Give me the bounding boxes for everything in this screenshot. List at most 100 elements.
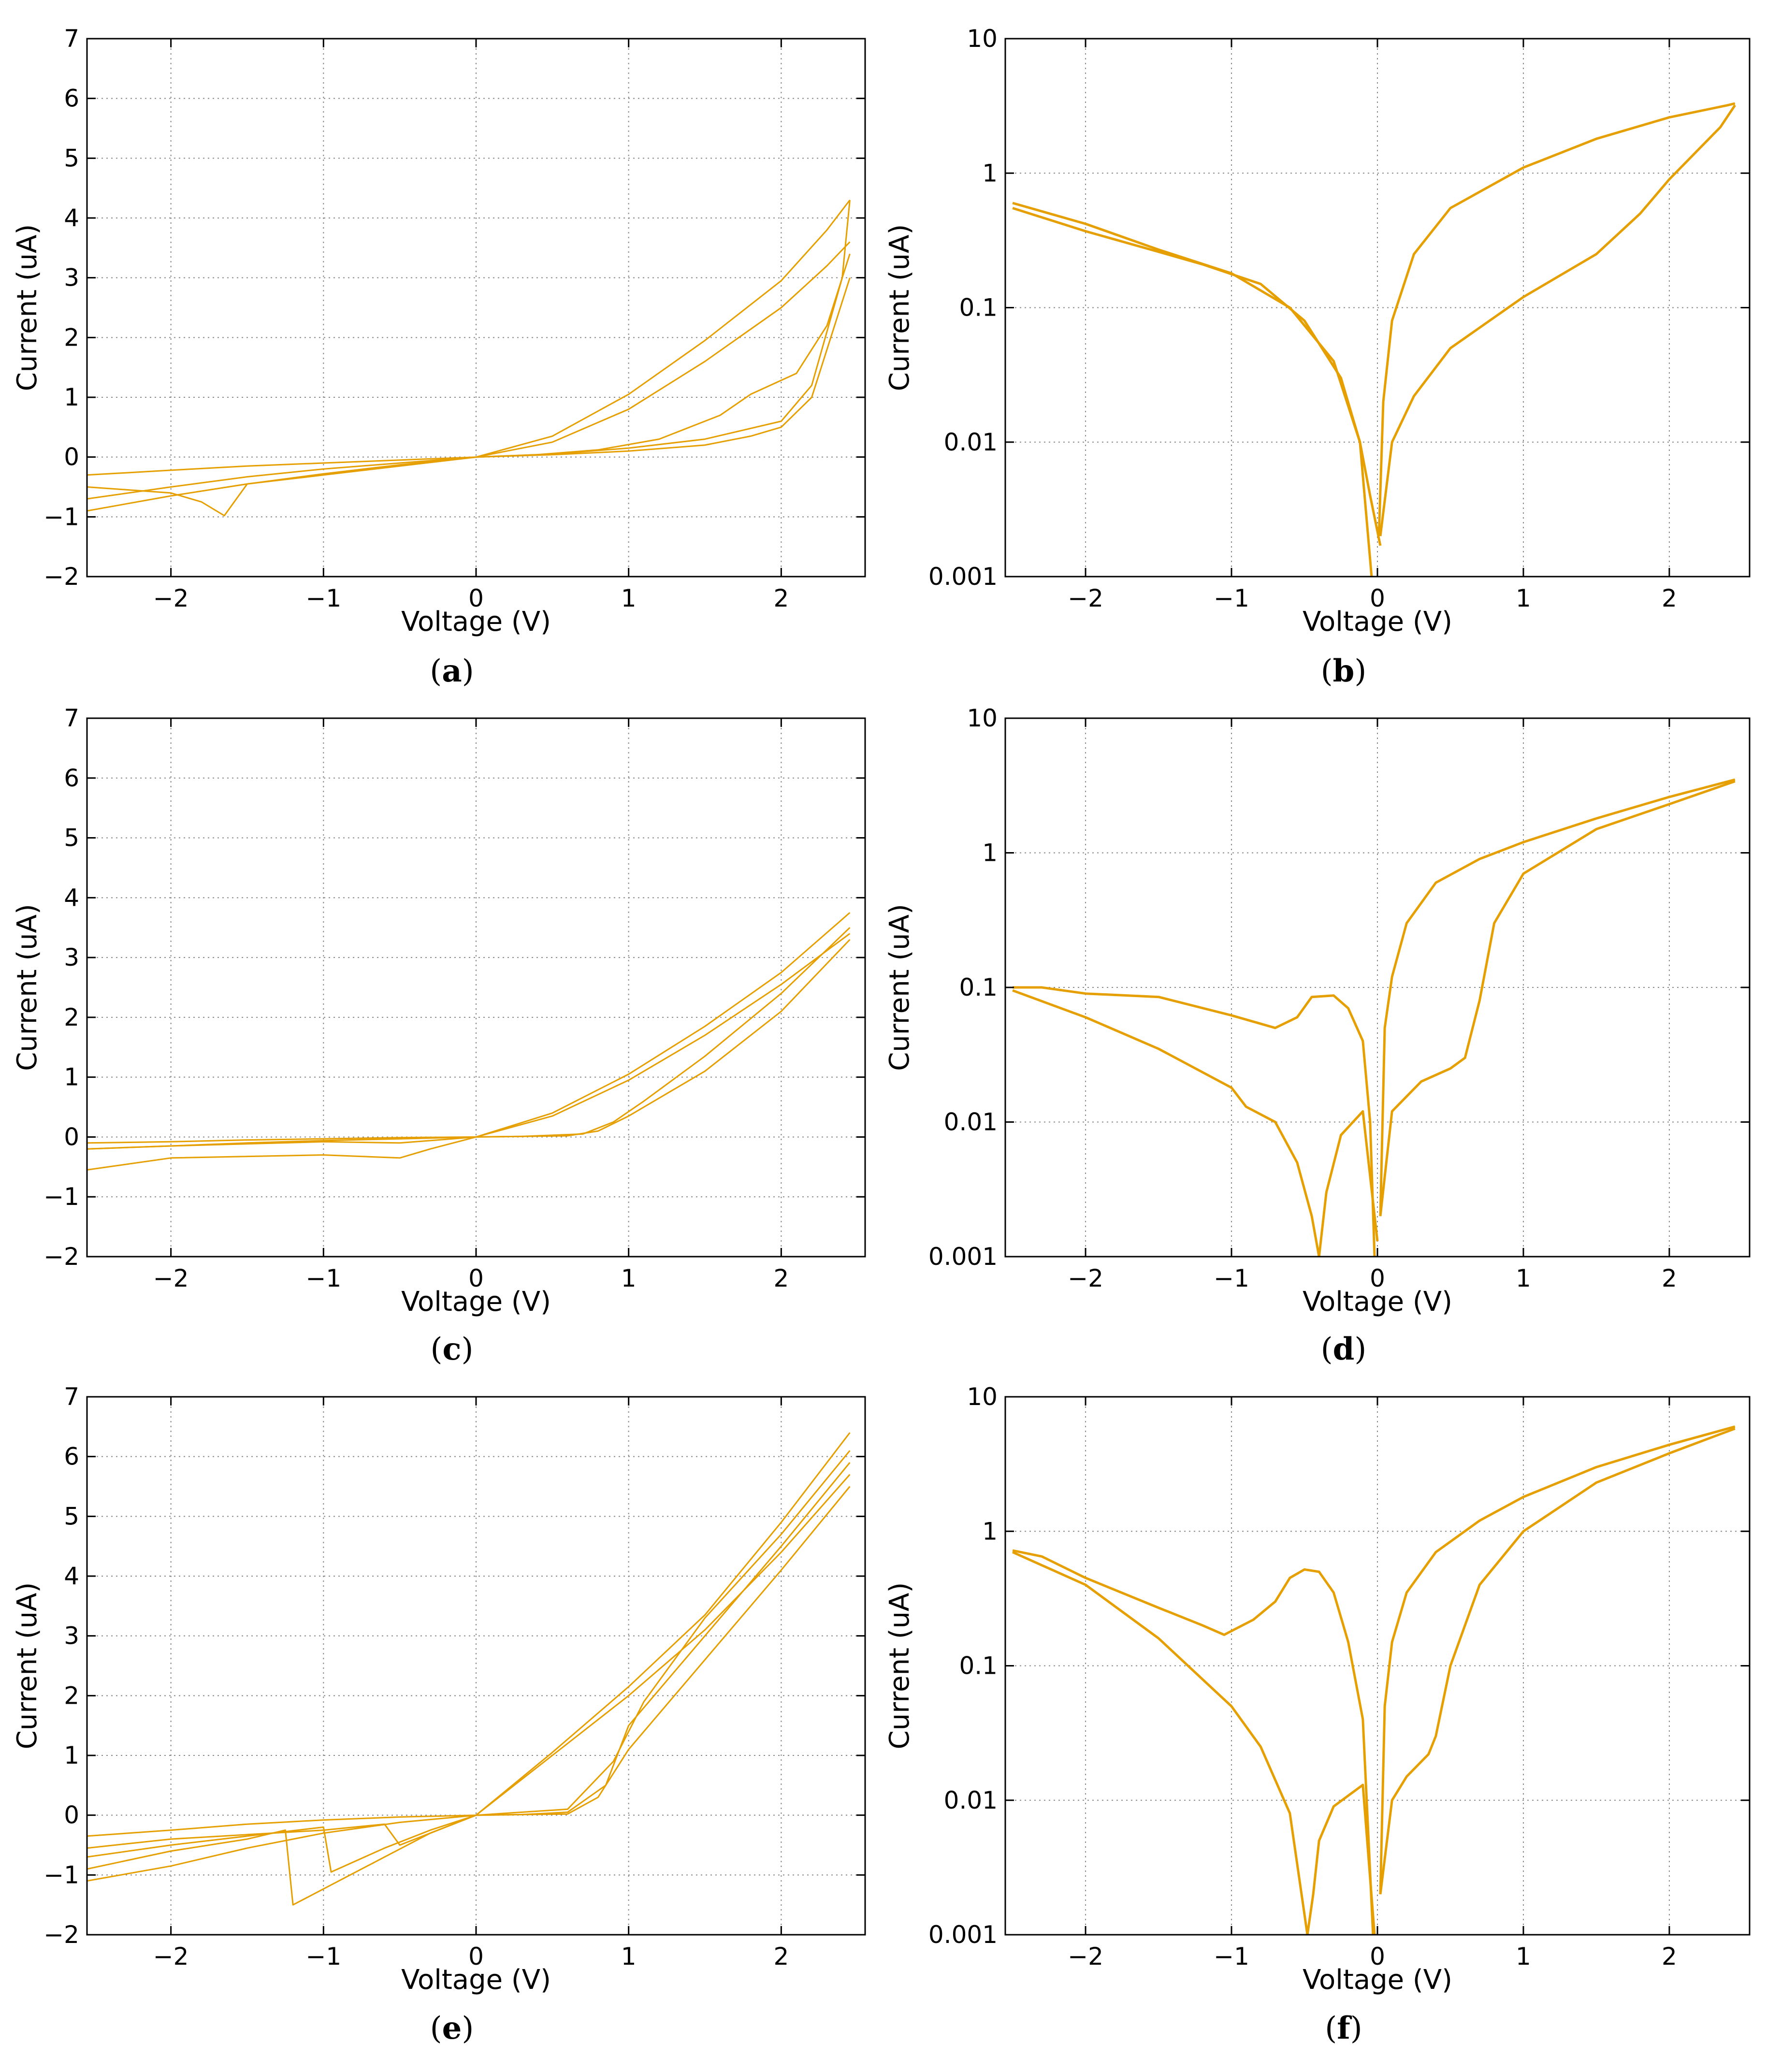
- x-axis-label: Voltage (V): [401, 1964, 551, 1996]
- y-tick-label: 0.01: [944, 1786, 998, 1814]
- x-tick-label: 2: [773, 1942, 789, 1971]
- series-line-4: [1379, 780, 1736, 1217]
- series-line-3: [1379, 778, 1736, 1217]
- y-tick-label: 4: [64, 1562, 79, 1590]
- series-line-1: [1012, 202, 1373, 577]
- y-tick-label: 5: [64, 1502, 79, 1530]
- x-tick-label: 0: [1370, 584, 1385, 612]
- y-tick-label: 1: [982, 1517, 998, 1545]
- y-tick-label: 0.1: [959, 973, 998, 1001]
- y-tick-label: −2: [43, 563, 79, 591]
- x-tick-label: 0: [468, 584, 484, 612]
- x-tick-label: 1: [621, 584, 637, 612]
- panel-caption: (e): [430, 2010, 474, 2046]
- x-tick-label: 1: [621, 1942, 637, 1971]
- y-tick-label: −1: [43, 503, 79, 531]
- x-tick-label: 0: [1370, 1264, 1385, 1292]
- panel-d: −2 −1 0 1 2 0.001 0.01 0.1 1 10 Voltage (V) Current…: [884, 704, 1751, 1367]
- y-tick-label: 5: [64, 144, 79, 172]
- series-line-3: [1379, 1425, 1736, 1895]
- plot-frame: [86, 38, 866, 578]
- series-line-4: [1379, 1427, 1736, 1895]
- y-tick-label: 0.001: [928, 563, 998, 591]
- panel-e: −2 −1 0 1 2 −2 −1 0 1 2 3 4 5 6 7 Voltage (V) Current (u…: [12, 1383, 866, 2046]
- series-line-1: [1013, 986, 1376, 1257]
- y-tick-label: 1: [982, 839, 998, 867]
- y-tick-label: 7: [64, 1383, 79, 1411]
- series-line-1: [87, 1432, 851, 1882]
- y-tick-label: 3: [64, 943, 79, 971]
- x-tick-label: −2: [1068, 1942, 1103, 1971]
- x-tick-label: 1: [1516, 1942, 1531, 1971]
- y-tick-label: 3: [64, 264, 79, 292]
- y-tick-label: 7: [64, 704, 79, 732]
- y-tick-label: 2: [64, 1681, 79, 1710]
- x-axis-label: Voltage (V): [1303, 1286, 1452, 1318]
- y-tick-label: 10: [967, 704, 998, 732]
- series-line-3: [1377, 102, 1736, 536]
- y-axis-label: Current (uA): [884, 904, 915, 1071]
- y-tick-label: 0: [64, 1123, 79, 1151]
- x-tick-label: −1: [305, 1264, 341, 1292]
- y-tick-label: 0: [64, 1801, 79, 1829]
- y-tick-label: 3: [64, 1622, 79, 1650]
- plot-frame: [86, 717, 866, 1258]
- x-axis-label: Voltage (V): [1303, 1964, 1452, 1996]
- series-group: [87, 912, 851, 1171]
- series-group: [87, 1432, 851, 1906]
- y-tick-label: 0.001: [928, 1921, 998, 1949]
- y-tick-label: 5: [64, 824, 79, 852]
- panel-b: −2 −1 0 1 2 0.001 0.01 0.1 1 10 Voltage (V) Current…: [884, 25, 1751, 689]
- x-tick-label: −2: [153, 1942, 189, 1971]
- y-axis-label: Current (uA): [12, 1582, 43, 1750]
- panel-c: −2 −1 0 1 2 −2 −1 0 1 2 3 4 5 6 7 Voltage (V) Current (u…: [12, 704, 866, 1367]
- panel-caption: (d): [1321, 1331, 1367, 1367]
- y-tick-label: 2: [64, 1003, 79, 1031]
- y-tick-label: 1: [64, 1741, 79, 1769]
- series-line-5: [87, 1450, 851, 1849]
- y-tick-label: 1: [64, 383, 79, 411]
- y-tick-label: 2: [64, 323, 79, 351]
- x-tick-label: 0: [468, 1264, 484, 1292]
- series-group: [87, 199, 851, 517]
- panel-caption: (a): [430, 653, 474, 689]
- series-group: [1012, 102, 1736, 577]
- y-tick-label: 0.01: [944, 428, 998, 456]
- series-line-5: [87, 277, 851, 517]
- x-tick-label: −2: [153, 1264, 189, 1292]
- series-group: [1012, 1425, 1736, 1935]
- series-line-2: [87, 1474, 851, 1837]
- series-line-4: [1379, 104, 1736, 536]
- panel-caption: (c): [431, 1331, 474, 1367]
- y-tick-label: −2: [43, 1921, 79, 1949]
- x-tick-label: −2: [153, 584, 189, 612]
- x-tick-label: −1: [1214, 584, 1249, 612]
- x-tick-label: 0: [1370, 1942, 1385, 1971]
- y-axis-label: Current (uA): [12, 224, 43, 391]
- y-tick-label: 0.01: [944, 1108, 998, 1136]
- series-line-2: [1012, 989, 1379, 1257]
- y-tick-label: 6: [64, 1443, 79, 1471]
- x-tick-label: 2: [1662, 584, 1677, 612]
- x-tick-label: −1: [305, 584, 341, 612]
- series-line-2: [1012, 1551, 1376, 1935]
- series-line-1: [87, 199, 851, 512]
- y-tick-label: 0.1: [959, 1652, 998, 1680]
- series-line-4: [476, 253, 851, 458]
- series-line-4: [87, 927, 851, 1150]
- x-tick-label: −1: [1214, 1264, 1249, 1292]
- x-tick-label: 1: [1516, 1264, 1531, 1292]
- y-tick-label: 4: [64, 884, 79, 912]
- series-line-2: [87, 241, 851, 476]
- x-tick-label: −1: [305, 1942, 341, 1971]
- y-tick-label: −1: [43, 1183, 79, 1211]
- y-tick-label: 7: [64, 25, 79, 53]
- y-tick-label: 0.1: [959, 294, 998, 322]
- y-tick-label: 0.001: [928, 1243, 998, 1271]
- y-tick-label: −2: [43, 1243, 79, 1271]
- series-line-3: [87, 939, 851, 1171]
- x-tick-label: −1: [1214, 1942, 1249, 1971]
- y-axis-label: Current (uA): [884, 1582, 915, 1750]
- panel-caption: (b): [1321, 653, 1367, 689]
